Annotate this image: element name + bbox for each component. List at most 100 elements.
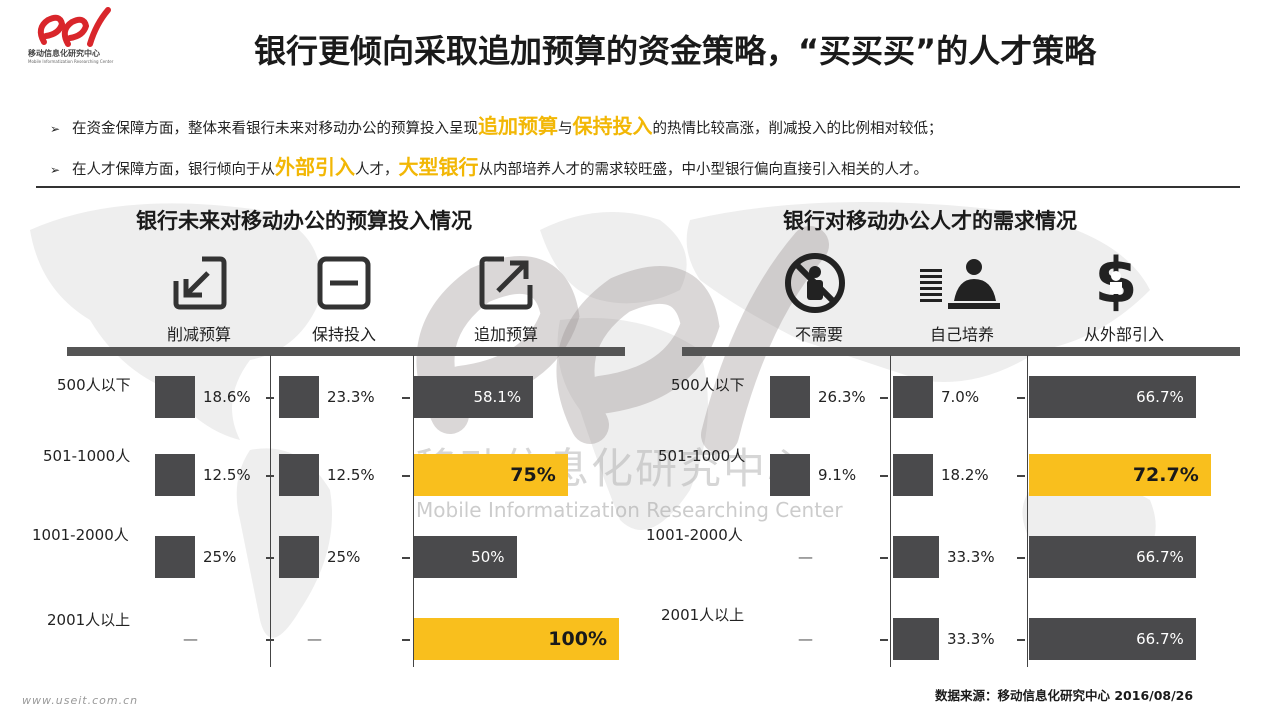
bar bbox=[1029, 618, 1196, 660]
bar bbox=[770, 376, 810, 418]
bar-value-label: 23.3% bbox=[327, 388, 375, 406]
row-tick bbox=[880, 397, 888, 399]
column-separator bbox=[890, 355, 891, 667]
row-tick bbox=[880, 557, 888, 559]
bar-value-label: 66.7% bbox=[1136, 630, 1184, 648]
header-divider bbox=[36, 186, 1240, 188]
bar-value-label: 33.3% bbox=[946, 630, 995, 648]
bullet-arrow-icon: ➢ bbox=[50, 122, 61, 136]
row-tick bbox=[402, 639, 410, 641]
minus-box-icon bbox=[317, 256, 371, 310]
bar bbox=[770, 454, 810, 496]
page-title: 银行更倾向采取追加预算的资金策略，“买买买”的人才策略 bbox=[254, 32, 1097, 70]
row-label: 1001-2000人 bbox=[32, 526, 129, 544]
bullet-arrow-icon: ➢ bbox=[50, 163, 61, 177]
bar-value-label: 66.7% bbox=[1136, 548, 1184, 566]
arrow-up-right-box-icon bbox=[479, 256, 533, 310]
bar bbox=[279, 376, 319, 418]
bar-value-label: 75% bbox=[510, 464, 556, 486]
legend-label-keep: 保持投入 bbox=[311, 325, 376, 344]
bar bbox=[414, 618, 619, 660]
row-tick bbox=[266, 557, 274, 559]
row-label: 500人以下 bbox=[671, 376, 745, 394]
bar bbox=[893, 618, 939, 660]
logo-text: 移动信息化研究中心 bbox=[28, 49, 100, 58]
row-label: 501-1000人 bbox=[43, 447, 131, 465]
bar bbox=[414, 536, 517, 578]
bar bbox=[279, 454, 319, 496]
bullet-talent: ➢ 在人才保障方面，银行倾向于从外部引入人才，大型银行从内部培养人才的需求较旺盛，… bbox=[50, 155, 928, 179]
bar bbox=[155, 536, 195, 578]
bar-value-label: 18.6% bbox=[203, 388, 251, 406]
row-label: 2001人以上 bbox=[47, 611, 131, 629]
watermark-text-en: Mobile Informatization Researching Cente… bbox=[416, 498, 843, 522]
bar-value-label: 12.5% bbox=[327, 466, 375, 484]
row-label: 500人以下 bbox=[57, 376, 131, 394]
column-separator bbox=[413, 355, 414, 667]
data-source: 数据来源：移动信息化研究中心 2016/08/26 bbox=[935, 688, 1194, 703]
bar bbox=[155, 376, 195, 418]
legend-label-external: 从外部引入 bbox=[1083, 325, 1164, 344]
row-tick bbox=[1017, 475, 1025, 477]
bar-value-label: 12.5% bbox=[203, 466, 251, 484]
bar-value-label: 33.3% bbox=[946, 548, 995, 566]
bar-value-label: 25% bbox=[203, 548, 237, 566]
row-tick bbox=[402, 397, 410, 399]
row-tick bbox=[402, 557, 410, 559]
bar bbox=[279, 536, 319, 578]
bar-value-empty: — bbox=[798, 548, 813, 566]
bar-value-label: 72.7% bbox=[1132, 464, 1199, 486]
arrow-down-left-box-icon bbox=[173, 256, 227, 310]
legend-label-train: 自己培养 bbox=[929, 325, 994, 344]
row-tick bbox=[1017, 557, 1025, 559]
row-tick bbox=[402, 475, 410, 477]
chart-title-talent: 银行对移动办公人才的需求情况 bbox=[783, 209, 1077, 233]
bar bbox=[414, 376, 534, 418]
footer-url: www.useit.com.cn bbox=[22, 694, 139, 707]
bullet-funding: ➢ 在资金保障方面，整体来看银行未来对移动办公的预算投入呈现追加预算与保持投入的热… bbox=[50, 114, 943, 138]
bar-value-label: 58.1% bbox=[473, 388, 522, 406]
bar bbox=[1029, 536, 1196, 578]
bar-value-label: 100% bbox=[548, 628, 607, 650]
column-separator bbox=[1027, 355, 1028, 667]
training-person-icon bbox=[920, 259, 1000, 309]
row-tick bbox=[1017, 639, 1025, 641]
bar bbox=[893, 454, 933, 496]
bar-value-empty: — bbox=[183, 630, 198, 648]
dollar-person-icon: $ bbox=[1094, 250, 1137, 316]
bar bbox=[1029, 376, 1196, 418]
bar-value-label: 18.2% bbox=[941, 466, 989, 484]
bar bbox=[155, 454, 195, 496]
row-label: 501-1000人 bbox=[658, 447, 746, 465]
bar-value-label: 50% bbox=[471, 548, 505, 566]
bar-value-empty: — bbox=[307, 630, 322, 648]
bar-value-label: 7.0% bbox=[941, 388, 980, 406]
bar-value-label: 25% bbox=[327, 548, 361, 566]
row-tick bbox=[1017, 397, 1025, 399]
row-tick bbox=[266, 397, 274, 399]
bar bbox=[414, 454, 568, 496]
chart-header-band-left bbox=[67, 347, 625, 356]
legend-label-add: 追加预算 bbox=[473, 325, 538, 344]
bar-value-label: 26.3% bbox=[818, 388, 866, 406]
chart-title-budget: 银行未来对移动办公的预算投入情况 bbox=[136, 209, 472, 233]
company-logo bbox=[37, 7, 111, 47]
no-person-icon bbox=[785, 253, 845, 313]
legend-label-cut: 削减预算 bbox=[166, 325, 231, 344]
row-label: 2001人以上 bbox=[661, 606, 745, 624]
bar-value-label: 66.7% bbox=[1136, 388, 1184, 406]
row-tick bbox=[266, 475, 274, 477]
row-tick bbox=[880, 639, 888, 641]
world-map-background bbox=[30, 202, 1156, 638]
row-tick bbox=[880, 475, 888, 477]
row-tick bbox=[266, 639, 274, 641]
bar bbox=[893, 536, 939, 578]
column-separator bbox=[270, 355, 271, 667]
bar-value-empty: — bbox=[798, 630, 813, 648]
legend-label-none: 不需要 bbox=[794, 325, 843, 344]
bar bbox=[893, 376, 933, 418]
bar bbox=[1029, 454, 1211, 496]
chart-header-band-right bbox=[682, 347, 1240, 356]
bar-value-label: 9.1% bbox=[818, 466, 857, 484]
